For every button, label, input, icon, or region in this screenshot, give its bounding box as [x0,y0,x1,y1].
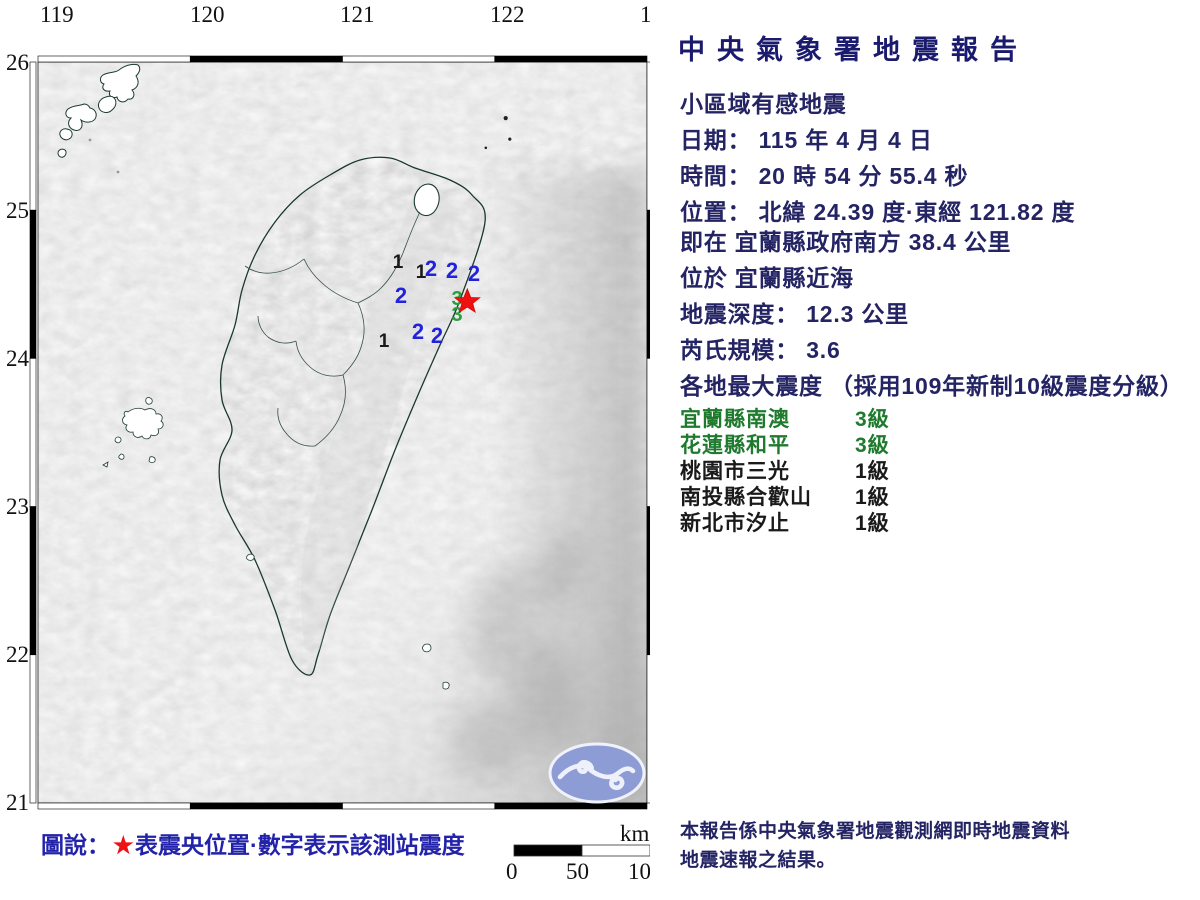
svg-text:表震央位置·數字表示該測站震度: 表震央位置·數字表示該測站震度 [135,832,466,858]
svg-text:26: 26 [6,50,29,75]
svg-text:119: 119 [40,2,74,27]
svg-text:1: 1 [379,331,390,352]
svg-text:121: 121 [340,2,375,27]
svg-text:2: 2 [412,319,424,344]
svg-text:120: 120 [190,2,225,27]
svg-text:2: 2 [425,256,437,281]
svg-text:25: 25 [6,198,29,223]
svg-text:2: 2 [431,323,443,348]
svg-text:1: 1 [393,252,404,273]
svg-text:★: ★ [113,832,134,858]
svg-text:100: 100 [628,859,650,884]
svg-text:22: 22 [6,642,29,667]
svg-text:123: 123 [640,2,650,27]
svg-text:2: 2 [468,261,480,286]
svg-text:24: 24 [6,346,30,371]
svg-text:50: 50 [566,859,589,884]
svg-text:圖說：: 圖說： [41,832,110,858]
svg-text:23: 23 [6,494,29,519]
svg-text:122: 122 [490,2,525,27]
svg-text:0: 0 [506,859,518,884]
svg-text:2: 2 [395,283,407,308]
svg-text:km: km [620,821,650,846]
svg-text:2: 2 [446,258,458,283]
svg-text:21: 21 [6,790,29,815]
